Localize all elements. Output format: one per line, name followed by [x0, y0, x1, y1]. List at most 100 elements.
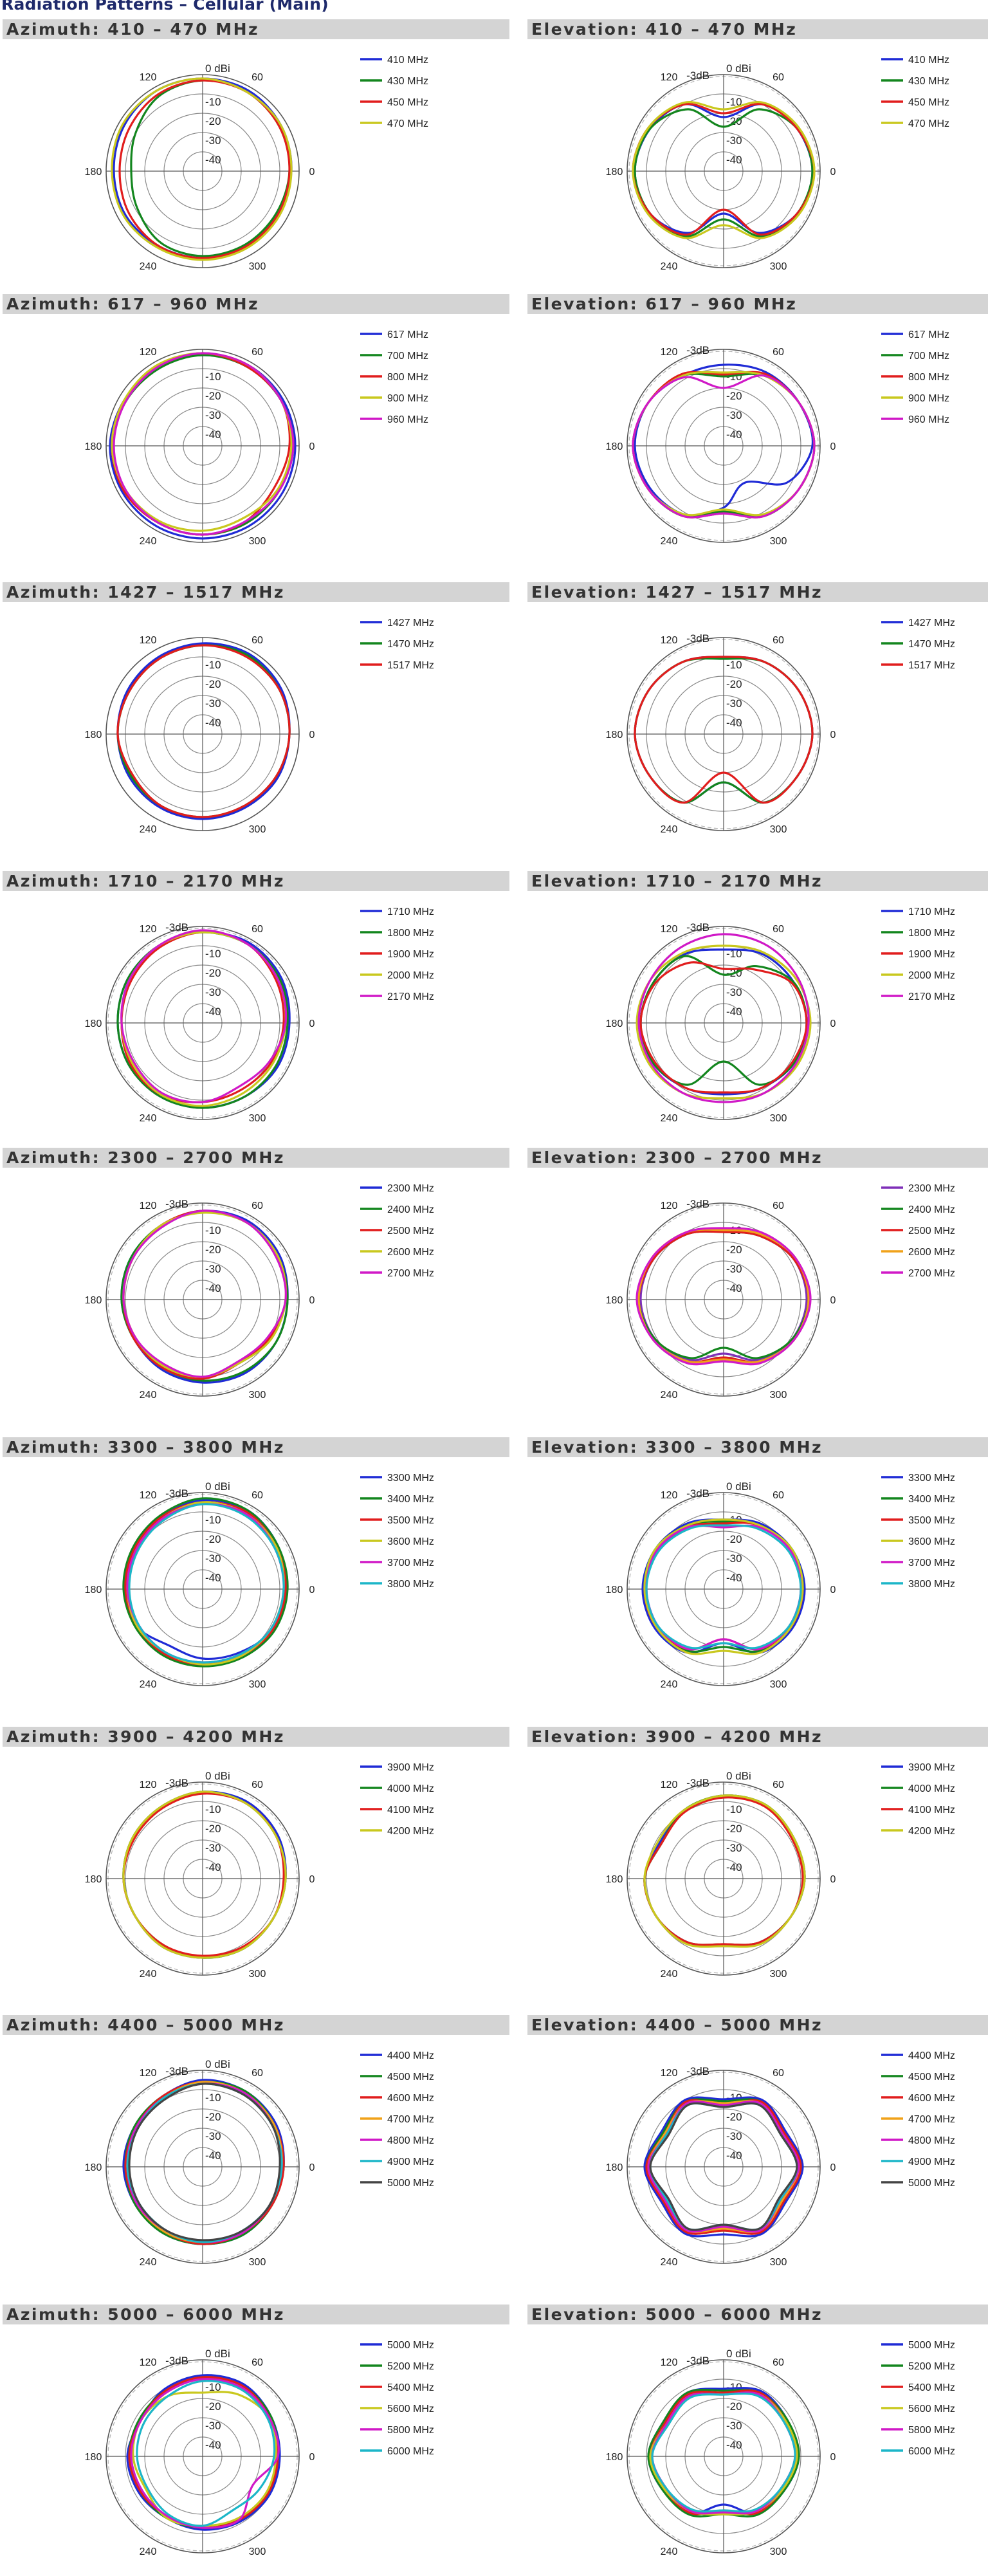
radial-tick-label: -20 — [205, 967, 221, 979]
legend-label: 3700 MHz — [387, 1558, 434, 1569]
angle-tick-label: 240 — [140, 2546, 157, 2557]
legend-label: 1710 MHz — [908, 906, 955, 917]
radial-tick-label: -20 — [205, 1533, 221, 1545]
angle-tick-label: 120 — [140, 2357, 157, 2368]
legend-label: 2600 MHz — [908, 1247, 955, 1258]
legend-label: 4600 MHz — [908, 2093, 955, 2104]
angle-tick-label: 240 — [140, 824, 157, 835]
angle-tick-label: 0 — [830, 2162, 836, 2173]
angle-tick-label: 300 — [249, 1679, 266, 1690]
chart-title: Elevation: 5000 – 6000 MHz — [527, 2305, 988, 2324]
angle-tick-label: 240 — [661, 261, 678, 272]
legend-label: 900 MHz — [908, 393, 949, 404]
polar-chart-azimuth-3900-4200-mhz: 0 60 120 180 240 300 0 dBi -10 -20 -30 -40 -3dB 3900… — [85, 1762, 434, 1980]
angle-tick-label: 180 — [85, 2452, 102, 2463]
angle-tick-label: 60 — [773, 635, 784, 646]
legend: 1427 MHz 1470 MHz 1517 MHz — [881, 618, 955, 671]
radial-tick-label: -10 — [726, 948, 742, 960]
legend-label: 6000 MHz — [908, 2446, 955, 2457]
angle-tick-label: 60 — [773, 1780, 784, 1790]
angle-tick-label: 0 — [830, 441, 836, 452]
legend-label: 900 MHz — [387, 393, 428, 404]
legend: 2300 MHz 2400 MHz 2500 MHz 2600 MHz 2700 MHz — [881, 1183, 955, 1279]
radial-tick-label: -30 — [726, 697, 742, 710]
radial-tick-label: -30 — [205, 1552, 221, 1565]
legend-label: 4600 MHz — [387, 2093, 434, 2104]
radial-tick-label: -20 — [205, 2400, 221, 2413]
angle-tick-label: 0 — [830, 1295, 836, 1306]
reference-label: -3dB — [686, 2355, 709, 2367]
legend-label: 1900 MHz — [387, 949, 434, 960]
angle-tick-label: 240 — [661, 536, 678, 547]
trace-2700-mhz — [122, 1210, 288, 1378]
angle-tick-label: 300 — [770, 261, 787, 272]
polar-grid — [627, 1781, 821, 1976]
legend-label: 4200 MHz — [908, 1826, 955, 1837]
angle-tick-label: 120 — [140, 2068, 157, 2079]
angle-tick-label: 180 — [606, 1295, 623, 1306]
legend-label: 2700 MHz — [387, 1268, 434, 1279]
polar-grid — [105, 926, 300, 1120]
polar-chart-azimuth-3300-3800-mhz: 0 60 120 180 240 300 0 dBi -10 -20 -30 -40 -3dB 3300… — [85, 1473, 434, 1690]
angle-tick-label: 120 — [661, 2068, 678, 2079]
legend-label: 4100 MHz — [908, 1805, 955, 1816]
angle-tick-label: 300 — [249, 1969, 266, 1980]
angle-tick-label: 120 — [140, 72, 157, 83]
trace-1900-mhz — [639, 961, 808, 1094]
angle-tick-label: 240 — [661, 1969, 678, 1980]
legend-label: 960 MHz — [908, 414, 949, 425]
angle-tick-label: 180 — [85, 167, 102, 178]
radial-tick-label: -40 — [726, 1572, 742, 1584]
radial-tick-label: 0 dBi — [205, 62, 230, 75]
trace-5000-mhz — [128, 2083, 281, 2241]
legend-label: 3700 MHz — [908, 1558, 955, 1569]
angle-tick-label: 180 — [85, 730, 102, 741]
reference-label: -3dB — [686, 632, 709, 645]
angle-tick-label: 180 — [606, 2162, 623, 2173]
chart-title: Elevation: 1710 – 2170 MHz — [527, 871, 988, 891]
legend-label: 5800 MHz — [387, 2425, 434, 2436]
legend-label: 2170 MHz — [387, 991, 434, 1002]
legend-label: 3800 MHz — [908, 1579, 955, 1590]
polar-chart-azimuth-1427-1517-mhz: 0 60 120 180 240 300 -10 -20 -30 -40 1427 MHz 1470 … — [85, 618, 434, 835]
angle-tick-label: 180 — [606, 1874, 623, 1885]
polar-chart-azimuth-4400-5000-mhz: 0 60 120 180 240 300 0 dBi -10 -20 -30 -40 -3dB 4400… — [85, 2050, 434, 2268]
radial-tick-label: 0 dBi — [726, 1480, 751, 1493]
angle-tick-label: 60 — [252, 347, 263, 358]
legend-label: 1517 MHz — [908, 660, 955, 671]
angle-tick-label: 120 — [140, 924, 157, 935]
trace-617-mhz — [634, 363, 814, 517]
chart-title: Azimuth: 617 – 960 MHz — [3, 294, 509, 314]
radial-tick-label: -30 — [726, 1842, 742, 1854]
trace-1517-mhz — [116, 644, 291, 818]
page-title: Radiation Patterns – Cellular (Main) — [1, 0, 329, 14]
angle-tick-label: 180 — [606, 441, 623, 452]
trace-4200-mhz — [122, 1790, 287, 1959]
trace-3800-mhz — [645, 1524, 802, 1650]
legend-label: 5800 MHz — [908, 2425, 955, 2436]
angle-tick-label: 0 — [309, 167, 315, 178]
legend-label: 1800 MHz — [387, 928, 434, 939]
legend-label: 2000 MHz — [908, 970, 955, 981]
radial-tick-label: -10 — [205, 2381, 221, 2393]
reference-label: -3dB — [686, 69, 709, 82]
angle-tick-label: 180 — [606, 167, 623, 178]
legend-label: 4000 MHz — [908, 1783, 955, 1794]
radial-tick-label: -10 — [726, 1803, 742, 1816]
legend-label: 410 MHz — [908, 55, 949, 66]
radial-tick-label: -40 — [205, 717, 221, 729]
angle-tick-label: 180 — [606, 730, 623, 741]
radial-tick-label: -40 — [726, 154, 742, 166]
angle-tick-label: 300 — [770, 536, 787, 547]
chart-title: Elevation: 3300 – 3800 MHz — [527, 1437, 988, 1457]
trace-5000-mhz — [649, 2102, 798, 2231]
polar-chart-azimuth-617-960-mhz: 0 60 120 180 240 300 -10 -20 -30 -40 617 MHz 700 MH… — [85, 329, 428, 547]
angle-tick-label: 300 — [249, 536, 266, 547]
legend-label: 5000 MHz — [387, 2340, 434, 2351]
polar-grid — [627, 1202, 821, 1397]
angle-tick-label: 300 — [770, 1113, 787, 1124]
